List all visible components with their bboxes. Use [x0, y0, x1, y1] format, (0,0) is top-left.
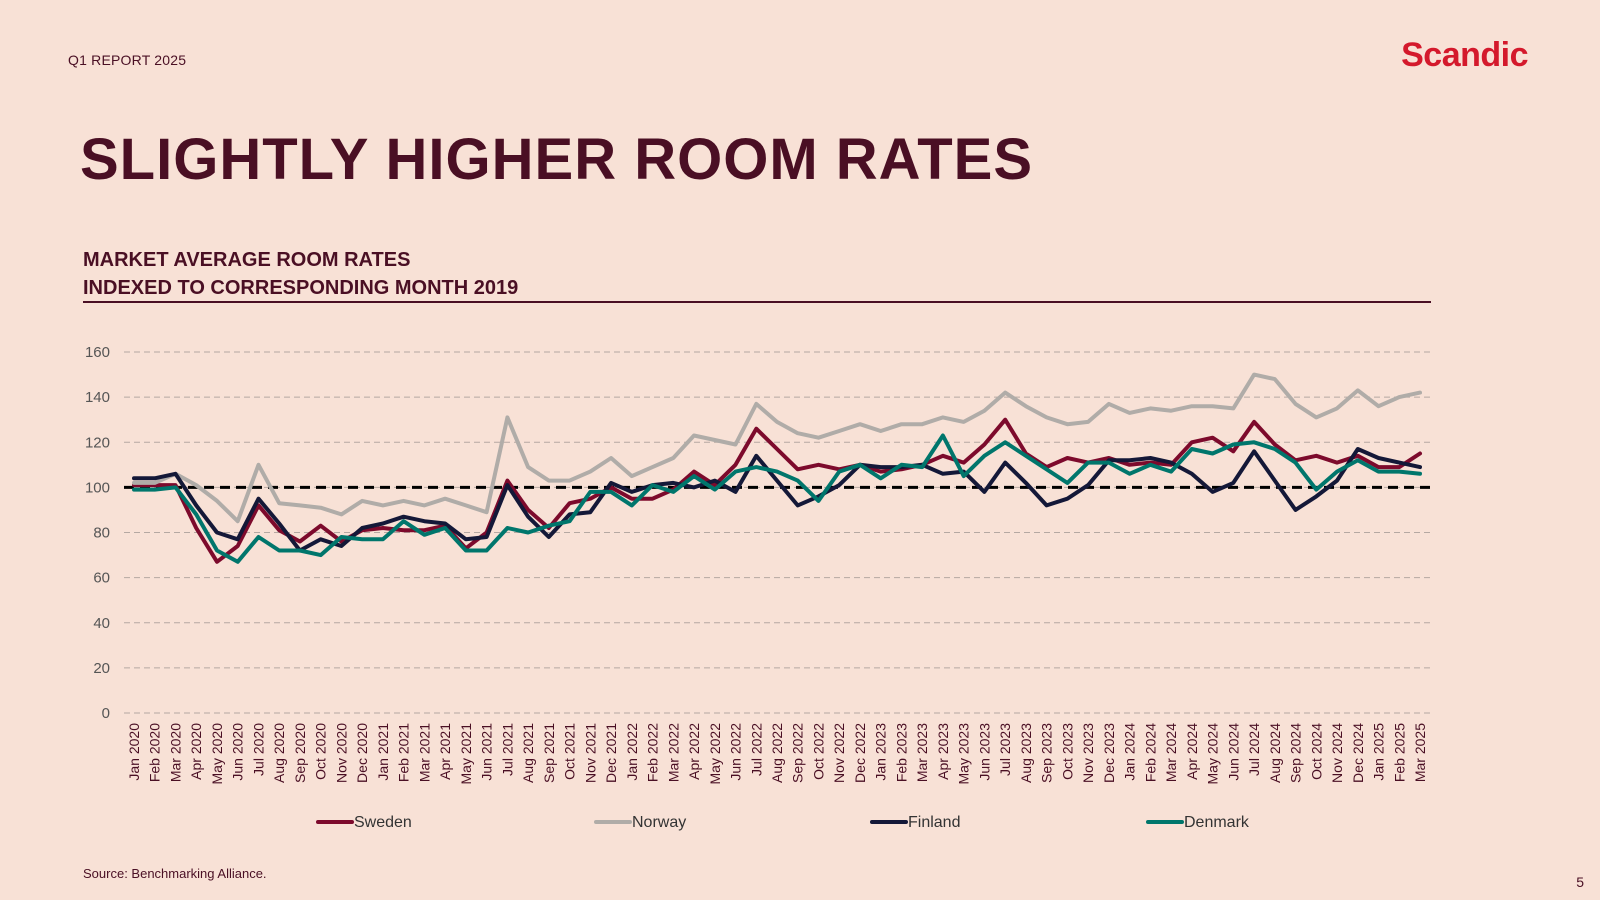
y-tick-label: 100	[85, 479, 110, 496]
x-tick-label: Oct 2024	[1308, 723, 1324, 780]
chart-subtitle: MARKET AVERAGE ROOM RATES INDEXED TO COR…	[83, 246, 518, 302]
x-tick-label: Aug 2021	[520, 723, 536, 783]
x-tick-label: Aug 2020	[271, 723, 287, 783]
x-tick-label: May 2023	[956, 723, 972, 785]
series-line-denmark	[132, 433, 1422, 564]
x-tick-label: Aug 2023	[1018, 723, 1034, 783]
x-tick-label: Mar 2020	[167, 723, 183, 782]
y-tick-label: 80	[93, 525, 110, 542]
x-tick-label: Nov 2022	[831, 723, 847, 783]
x-tick-label: Jan 2020	[126, 723, 142, 781]
x-tick-label: Dec 2022	[852, 723, 868, 783]
x-tick-label: Nov 2023	[1080, 723, 1096, 783]
x-tick-label: Sep 2023	[1039, 723, 1055, 783]
page-number: 5	[1576, 874, 1584, 890]
chart-subtitle-line-1: MARKET AVERAGE ROOM RATES	[83, 249, 411, 271]
x-tick-label: Feb 2022	[645, 723, 661, 782]
x-tick-label: Jun 2024	[1225, 723, 1241, 781]
subtitle-divider	[83, 301, 1431, 303]
x-tick-label: Feb 2023	[893, 723, 909, 782]
y-tick-label: 20	[93, 660, 110, 677]
x-tick-label: Jun 2023	[976, 723, 992, 781]
legend-label-norway: Norway	[632, 814, 686, 831]
x-tick-label: Dec 2023	[1101, 723, 1117, 783]
y-tick-label: 0	[102, 705, 110, 722]
x-tick-label: Jan 2021	[375, 723, 391, 781]
x-tick-label: Mar 2025	[1412, 723, 1428, 782]
x-tick-label: Feb 2020	[147, 723, 163, 782]
x-tick-label: Jul 2024	[1246, 723, 1262, 776]
x-tick-label: Mar 2024	[1163, 723, 1179, 782]
x-tick-label: Sep 2021	[541, 723, 557, 783]
x-tick-label: Jan 2024	[1122, 723, 1138, 781]
x-tick-label: Sep 2020	[292, 723, 308, 783]
x-tick-label: Oct 2020	[313, 723, 329, 780]
x-tick-label: May 2024	[1205, 723, 1221, 785]
x-tick-label: Jul 2021	[499, 723, 515, 776]
y-tick-label: 60	[93, 570, 110, 587]
x-tick-label: Apr 2024	[1184, 723, 1200, 780]
x-tick-label: Jun 2020	[230, 723, 246, 781]
x-tick-label: Sep 2022	[790, 723, 806, 783]
x-tick-label: Jul 2022	[748, 723, 764, 776]
source-note: Source: Benchmarking Alliance.	[83, 866, 267, 881]
x-tick-label: Aug 2022	[769, 723, 785, 783]
x-tick-label: May 2021	[458, 723, 474, 785]
series-line-finland	[132, 447, 1422, 553]
x-tick-label: Aug 2024	[1267, 723, 1283, 783]
scandic-logo: Scandic	[1401, 36, 1528, 74]
x-tick-label: Feb 2021	[396, 723, 412, 782]
legend-label-finland: Finland	[908, 814, 960, 831]
x-tick-label: Jan 2023	[873, 723, 889, 781]
x-tick-label: Jun 2022	[728, 723, 744, 781]
y-tick-label: 40	[93, 615, 110, 632]
x-tick-label: Mar 2022	[665, 723, 681, 782]
x-tick-label: Dec 2021	[603, 723, 619, 783]
legend-label-sweden: Sweden	[354, 814, 412, 831]
y-tick-label: 140	[85, 389, 110, 406]
x-tick-label: Jan 2025	[1371, 723, 1387, 781]
x-tick-label: May 2020	[209, 723, 225, 785]
x-tick-label: Apr 2021	[437, 723, 453, 780]
x-tick-label: Jan 2022	[624, 723, 640, 781]
x-tick-label: Jun 2021	[479, 723, 495, 781]
x-tick-label: Feb 2024	[1142, 723, 1158, 782]
x-tick-label: Mar 2023	[914, 723, 930, 782]
x-tick-label: Oct 2022	[810, 723, 826, 780]
x-tick-label: Apr 2023	[935, 723, 951, 780]
x-tick-label: Jul 2023	[997, 723, 1013, 776]
chart-subtitle-line-2: INDEXED TO CORRESPONDING MONTH 2019	[83, 277, 519, 299]
y-tick-label: 160	[85, 344, 110, 361]
page-title: SLIGHTLY HIGHER ROOM RATES	[80, 127, 1034, 192]
x-tick-label: Feb 2025	[1391, 723, 1407, 782]
x-tick-label: Nov 2021	[582, 723, 598, 783]
x-tick-label: May 2022	[707, 723, 723, 785]
x-tick-label: Apr 2020	[188, 723, 204, 780]
legend-label-denmark: Denmark	[1184, 814, 1250, 831]
x-tick-label: Jul 2020	[250, 723, 266, 776]
series-line-norway	[132, 372, 1422, 524]
x-tick-label: Nov 2020	[333, 723, 349, 783]
report-label: Q1 REPORT 2025	[68, 52, 187, 68]
x-tick-label: Mar 2021	[416, 723, 432, 782]
x-tick-label: Dec 2024	[1350, 723, 1366, 783]
x-tick-label: Sep 2024	[1288, 723, 1304, 783]
x-tick-label: Apr 2022	[686, 723, 702, 780]
y-tick-label: 120	[85, 434, 110, 451]
x-tick-label: Dec 2020	[354, 723, 370, 783]
x-tick-label: Nov 2024	[1329, 723, 1345, 783]
x-tick-label: Oct 2021	[562, 723, 578, 780]
x-tick-label: Oct 2023	[1059, 723, 1075, 780]
